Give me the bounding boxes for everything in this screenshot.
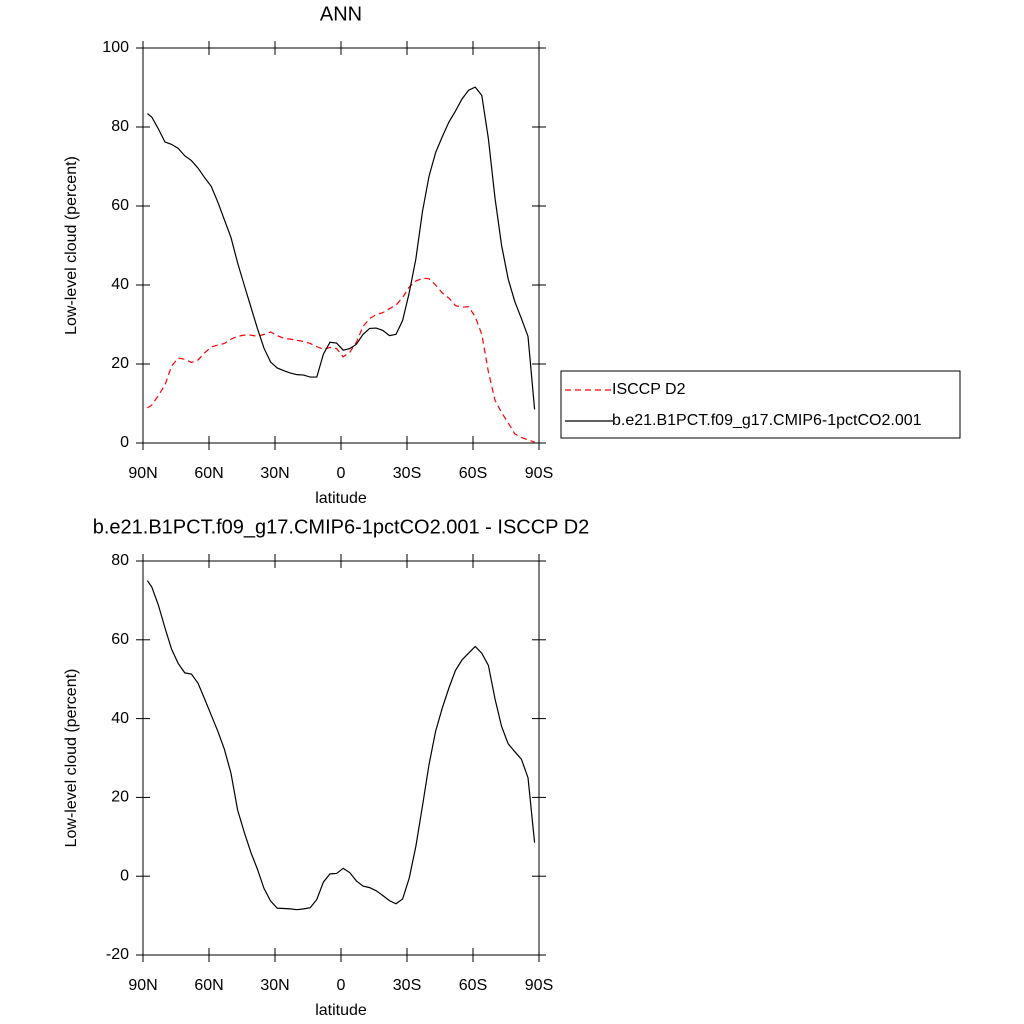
- x-tick-label: 30N: [260, 465, 289, 482]
- x-tick-label: 60N: [194, 977, 223, 994]
- y-tick-label: 0: [120, 434, 129, 451]
- x-tick-label: 90N: [128, 977, 157, 994]
- y-tick-label: 20: [111, 355, 129, 372]
- y-tick-label: 80: [111, 118, 129, 135]
- y-tick-label: 0: [120, 867, 129, 884]
- y-tick-label: 40: [111, 710, 129, 727]
- legend-label: b.e21.B1PCT.f09_g17.CMIP6-1pctCO2.001: [612, 412, 922, 429]
- x-tick-label: 0: [337, 465, 346, 482]
- y-tick-label: 60: [111, 631, 129, 648]
- y-tick-label: 80: [111, 552, 129, 569]
- y-tick-label: 20: [111, 789, 129, 806]
- y-axis-label: Low-level cloud (percent): [63, 156, 80, 335]
- x-tick-label: 60S: [459, 977, 487, 994]
- x-tick-label: 0: [337, 977, 346, 994]
- x-tick-label: 90N: [128, 465, 157, 482]
- x-tick-label: 30N: [260, 977, 289, 994]
- x-tick-label: 90S: [525, 977, 553, 994]
- y-tick-label: -20: [106, 946, 129, 963]
- chart-title: ANN: [320, 3, 362, 25]
- y-tick-label: 40: [111, 276, 129, 293]
- x-tick-label: 30S: [393, 465, 421, 482]
- legend-label: ISCCP D2: [612, 381, 686, 398]
- x-axis-label: latitude: [315, 490, 367, 507]
- plot-frame: [142, 560, 540, 956]
- y-axis-label: Low-level cloud (percent): [63, 669, 80, 848]
- x-tick-label: 60S: [459, 465, 487, 482]
- x-tick-label: 60N: [194, 465, 223, 482]
- data-line: [146, 580, 536, 911]
- data-line: [147, 277, 535, 443]
- chart-title: b.e21.B1PCT.f09_g17.CMIP6-1pctCO2.001 - …: [93, 516, 590, 538]
- x-tick-label: 90S: [525, 465, 553, 482]
- x-axis-label: latitude: [315, 1002, 367, 1019]
- x-tick-label: 30S: [393, 977, 421, 994]
- legend-box: [560, 370, 961, 439]
- plot-frame: [142, 47, 540, 444]
- data-line: [147, 86, 536, 410]
- y-tick-label: 60: [111, 197, 129, 214]
- y-tick-label: 100: [102, 39, 129, 56]
